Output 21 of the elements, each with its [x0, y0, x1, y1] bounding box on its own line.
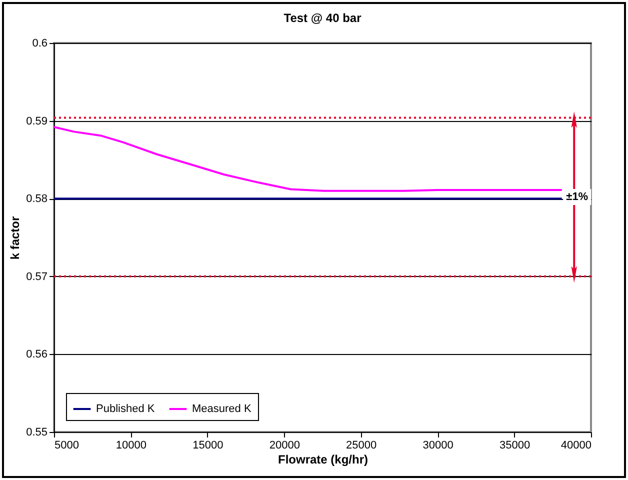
chart-title: Test @ 40 bar [284, 11, 362, 25]
y-tick-label: 0.56 [26, 348, 48, 361]
legend-label: Measured K [192, 403, 252, 415]
x-tick-label: 5000 [54, 440, 79, 452]
x-axis-title: Flowrate (kg/hr) [278, 452, 368, 466]
x-tick-label: 20000 [269, 440, 300, 452]
x-tick-label: 25000 [346, 440, 377, 452]
y-tick-label: 0.55 [26, 426, 48, 438]
legend-label: Published K [96, 403, 156, 415]
x-tick-label: 40000 [560, 440, 592, 452]
annotation: ±1% [566, 191, 588, 204]
x-tick-label: 15000 [192, 440, 224, 452]
x-tick-label: 10000 [116, 440, 147, 452]
y-axis-title: k factor [8, 216, 22, 260]
line-series [53, 126, 563, 192]
y-tick-label: 0.59 [26, 115, 48, 128]
y-tick-label: 0.6 [32, 38, 48, 50]
x-tick-label: 35000 [499, 440, 530, 452]
y-tick-label: 0.57 [26, 270, 48, 283]
y-tick-label: 0.58 [26, 193, 48, 206]
x-tick-label: 30000 [422, 440, 454, 452]
